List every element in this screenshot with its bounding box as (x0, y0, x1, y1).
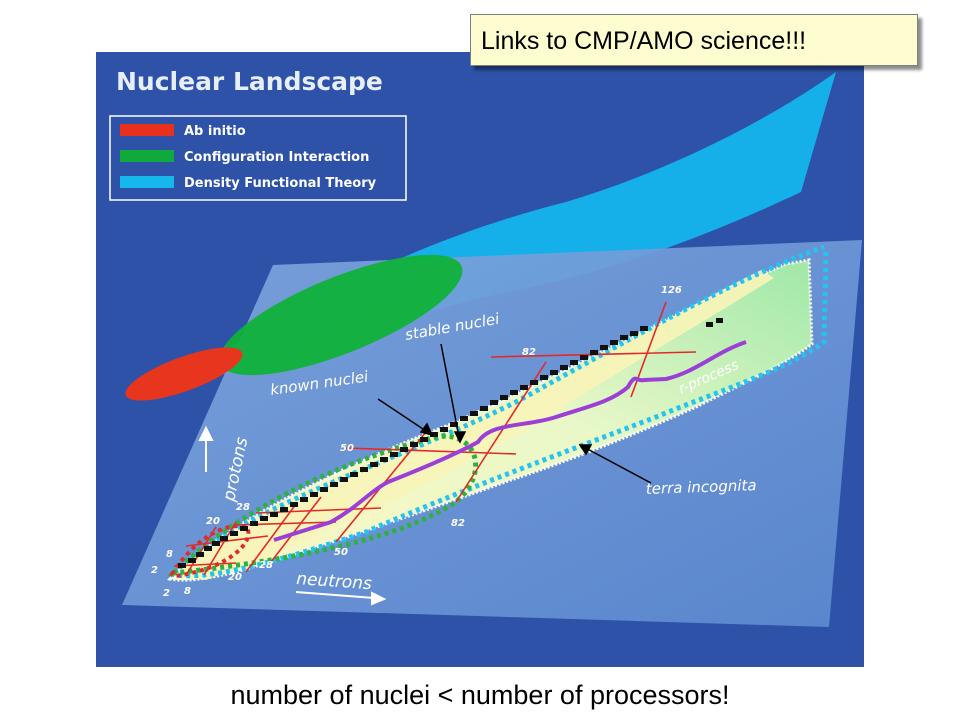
stable-nuclei-chain (178, 318, 723, 568)
legend-label-ab-initio: Ab initio (184, 124, 246, 139)
ci-ellipse (219, 254, 463, 376)
slide-caption: number of nuclei < number of processors! (230, 680, 730, 710)
ab-initio-ellipse (125, 347, 243, 401)
ci-boundary (167, 433, 479, 577)
legend-label-dft: Density Functional Theory (184, 176, 377, 191)
nuclear-landscape-figure: Ab initio Configuration Interaction Dens… (96, 52, 864, 667)
callout-text: Links to CMP/AMO science!!! (481, 27, 807, 55)
magic-8-left: 8 (166, 549, 173, 560)
magic-82-bottom: 82 (451, 518, 465, 529)
science-links-callout[interactable]: Links to CMP/AMO science!!! (470, 14, 918, 66)
legend-label-ci: Configuration Interaction (184, 150, 369, 165)
magic-28-bottom: 28 (259, 560, 273, 571)
legend-swatch-dft (120, 176, 174, 188)
magic-50-bottom: 50 (334, 547, 348, 558)
legend-swatch-ab-initio (120, 124, 174, 136)
magic-20-bottom: 20 (228, 572, 242, 583)
legend-swatch-ci (120, 150, 174, 162)
magic-2-bottom: 2 (163, 588, 170, 599)
known-nuclei-region (176, 270, 774, 580)
figure-title: Nuclear Landscape (116, 67, 383, 96)
magic-126: 126 (661, 285, 682, 296)
magic-20-left: 20 (206, 516, 220, 527)
dft-boundary (169, 244, 829, 579)
label-terra-incognita: terra incognita (646, 476, 757, 498)
magic-28-left: 28 (236, 502, 250, 513)
magic-2-left: 2 (151, 565, 158, 576)
r-process-path (273, 340, 747, 542)
magic-8-bottom: 8 (184, 586, 191, 597)
legend: Ab initio Configuration Interaction Dens… (109, 115, 407, 201)
magic-50-top: 50 (340, 443, 354, 454)
magic-82-top: 82 (522, 347, 536, 358)
annotation-arrows (377, 343, 652, 484)
axis-arrows (198, 425, 387, 606)
